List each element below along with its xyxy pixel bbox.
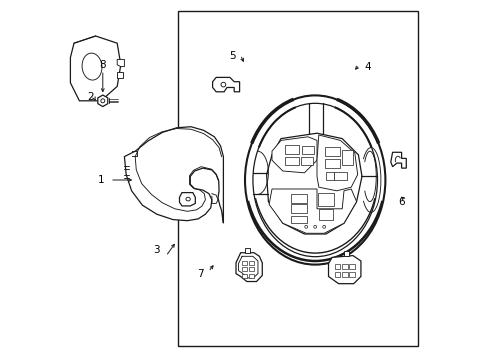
- Bar: [285, 157, 298, 165]
- Bar: [243, 261, 247, 265]
- Bar: [326, 172, 334, 180]
- Bar: [349, 264, 355, 269]
- Bar: [285, 145, 299, 154]
- Text: 8: 8: [99, 60, 106, 70]
- Bar: [335, 272, 341, 277]
- Ellipse shape: [323, 225, 326, 228]
- Ellipse shape: [221, 82, 226, 87]
- Polygon shape: [269, 189, 357, 233]
- Bar: [349, 272, 355, 277]
- Bar: [342, 150, 353, 165]
- Polygon shape: [98, 95, 108, 107]
- Polygon shape: [117, 59, 124, 67]
- Bar: [292, 216, 307, 223]
- Bar: [319, 209, 333, 220]
- Polygon shape: [124, 127, 223, 223]
- Text: 2: 2: [87, 92, 94, 102]
- Bar: [335, 264, 341, 269]
- Ellipse shape: [253, 103, 377, 257]
- Polygon shape: [117, 72, 123, 78]
- Polygon shape: [272, 137, 317, 173]
- Text: 6: 6: [398, 197, 405, 207]
- Text: 4: 4: [364, 62, 371, 72]
- Text: 7: 7: [196, 269, 203, 279]
- Polygon shape: [267, 133, 362, 234]
- Bar: [342, 264, 347, 269]
- Bar: [243, 274, 247, 278]
- Ellipse shape: [186, 197, 190, 201]
- Bar: [318, 193, 334, 206]
- Bar: [249, 274, 254, 278]
- Polygon shape: [213, 77, 240, 92]
- Polygon shape: [344, 251, 349, 256]
- Ellipse shape: [82, 53, 102, 80]
- Polygon shape: [391, 152, 406, 168]
- Text: 1: 1: [98, 175, 104, 185]
- Ellipse shape: [314, 225, 317, 228]
- Bar: [325, 159, 340, 168]
- Bar: [342, 272, 347, 277]
- Bar: [292, 204, 307, 213]
- Bar: [249, 261, 254, 265]
- Bar: [249, 267, 254, 271]
- Bar: [302, 146, 314, 154]
- Polygon shape: [236, 253, 262, 282]
- Bar: [243, 267, 247, 271]
- Polygon shape: [71, 36, 121, 101]
- Polygon shape: [179, 193, 196, 206]
- Bar: [178, 11, 418, 346]
- Bar: [301, 157, 313, 165]
- Bar: [334, 172, 347, 180]
- Polygon shape: [328, 256, 361, 284]
- Ellipse shape: [101, 99, 105, 103]
- Polygon shape: [317, 135, 358, 191]
- Ellipse shape: [245, 95, 386, 265]
- Polygon shape: [245, 248, 250, 253]
- Text: 3: 3: [153, 245, 160, 255]
- Bar: [325, 147, 340, 156]
- Text: 5: 5: [229, 51, 236, 61]
- Ellipse shape: [305, 225, 308, 228]
- Bar: [292, 194, 307, 202]
